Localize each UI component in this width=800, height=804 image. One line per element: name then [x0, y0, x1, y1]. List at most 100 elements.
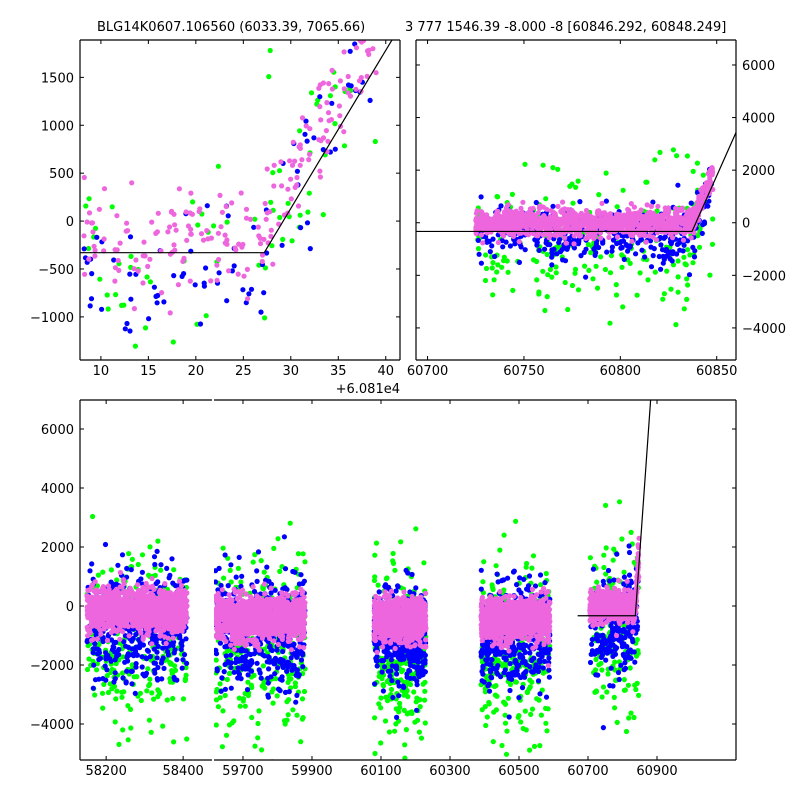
point-pink — [663, 209, 668, 214]
point-pink — [126, 624, 131, 629]
point-pink — [704, 180, 709, 185]
point-green — [172, 663, 177, 668]
point-pink — [545, 222, 550, 227]
point-pink — [233, 247, 238, 252]
point-green — [422, 698, 427, 703]
point-green — [504, 752, 509, 757]
point-pink — [288, 177, 293, 182]
point-green — [275, 536, 280, 541]
point-green — [256, 708, 261, 713]
y-tick-label: −500 — [38, 263, 74, 278]
point-green — [518, 719, 523, 724]
point-pink — [112, 279, 117, 284]
point-pink — [374, 70, 379, 75]
point-green — [170, 696, 175, 701]
point-green — [513, 519, 518, 524]
point-blue — [158, 562, 163, 567]
point-green — [534, 277, 539, 282]
point-blue — [103, 678, 108, 683]
x-tick-label: 35 — [330, 364, 347, 379]
point-green — [146, 683, 151, 688]
point-pink — [148, 594, 153, 599]
point-blue — [128, 234, 133, 239]
point-green — [495, 262, 500, 267]
point-green — [565, 307, 570, 312]
point-pink — [89, 614, 94, 619]
point-pink — [124, 221, 129, 226]
y-tick-label: 6000 — [41, 423, 74, 438]
point-green — [119, 695, 124, 700]
point-pink — [298, 163, 303, 168]
point-pink — [506, 202, 511, 207]
point-blue — [662, 257, 667, 262]
point-green — [494, 707, 499, 712]
point-pink — [85, 219, 90, 224]
point-pink — [245, 267, 250, 272]
y-tick-label: 1000 — [41, 119, 74, 134]
point-blue — [133, 665, 138, 670]
point-blue — [130, 652, 135, 657]
point-pink — [644, 240, 649, 245]
point-pink — [135, 582, 140, 587]
point-green — [496, 658, 501, 663]
point-pink — [300, 115, 305, 120]
point-green — [525, 689, 530, 694]
point-pink — [145, 264, 150, 269]
point-blue — [649, 264, 654, 269]
point-green — [422, 689, 427, 694]
point-pink — [674, 223, 679, 228]
point-pink — [535, 226, 540, 231]
point-pink — [577, 233, 582, 238]
point-green — [544, 728, 549, 733]
point-blue — [675, 183, 680, 188]
point-green — [614, 292, 619, 297]
point-green — [614, 282, 619, 287]
point-pink — [510, 221, 515, 226]
point-pink — [140, 280, 145, 285]
point-green — [691, 169, 696, 174]
point-pink — [177, 186, 182, 191]
point-pink — [318, 117, 323, 122]
point-pink — [641, 228, 646, 233]
point-pink — [474, 211, 479, 216]
point-blue — [171, 273, 176, 278]
point-pink — [517, 211, 522, 216]
point-pink — [208, 278, 213, 283]
point-green — [410, 764, 415, 769]
point-green — [293, 680, 298, 685]
point-pink — [165, 229, 170, 234]
point-pink — [135, 600, 140, 605]
point-green — [92, 692, 97, 697]
point-pink — [618, 221, 623, 226]
point-green — [297, 128, 302, 133]
point-green — [183, 676, 188, 681]
y-tick-label: 0 — [66, 600, 74, 615]
point-blue — [172, 677, 177, 682]
point-pink — [371, 22, 376, 27]
point-green — [491, 587, 496, 592]
point-blue — [576, 239, 581, 244]
point-green — [417, 730, 422, 735]
point-green — [139, 698, 144, 703]
point-blue — [144, 656, 149, 661]
point-pink — [548, 232, 553, 237]
point-green — [218, 681, 223, 686]
point-green — [394, 706, 399, 711]
point-pink — [265, 166, 270, 171]
point-green — [243, 704, 248, 709]
point-green — [554, 270, 559, 275]
point-green — [165, 697, 170, 702]
point-green — [422, 680, 427, 685]
point-blue — [94, 646, 99, 651]
point-green — [594, 264, 599, 269]
y-tick-label: 0 — [742, 217, 750, 232]
point-blue — [609, 249, 614, 254]
point-pink — [297, 144, 302, 149]
point-green — [220, 744, 225, 749]
point-pink — [141, 253, 146, 258]
point-pink — [657, 213, 662, 218]
point-pink — [699, 191, 704, 196]
point-blue — [124, 655, 129, 660]
point-green — [501, 700, 506, 705]
point-green — [391, 551, 396, 556]
